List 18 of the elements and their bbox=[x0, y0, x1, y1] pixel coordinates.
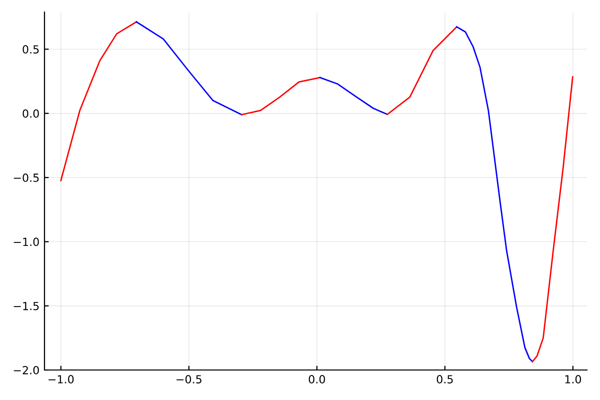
x-tick-label: 0.5 bbox=[436, 375, 453, 384]
y-tick-label: 0.5 bbox=[22, 45, 39, 54]
x-tick-label: −0.5 bbox=[176, 375, 202, 384]
x-tick-label: 0.0 bbox=[308, 375, 325, 384]
line-series bbox=[319, 76, 388, 116]
x-tick-label: 1.0 bbox=[565, 375, 582, 384]
y-tick-label: −0.5 bbox=[14, 174, 39, 182]
line-series bbox=[60, 21, 138, 182]
line-series bbox=[240, 76, 321, 116]
line-series bbox=[532, 76, 574, 362]
x-tick-label: −1.0 bbox=[48, 375, 74, 384]
y-tick-label: −1.0 bbox=[14, 238, 39, 246]
y-tick-label: 0.0 bbox=[22, 109, 39, 118]
y-tick-label: −1.5 bbox=[14, 302, 39, 310]
y-tick-label: −2.0 bbox=[14, 366, 39, 374]
line-series bbox=[386, 26, 458, 116]
line-series bbox=[136, 21, 242, 116]
line-series bbox=[456, 26, 534, 362]
